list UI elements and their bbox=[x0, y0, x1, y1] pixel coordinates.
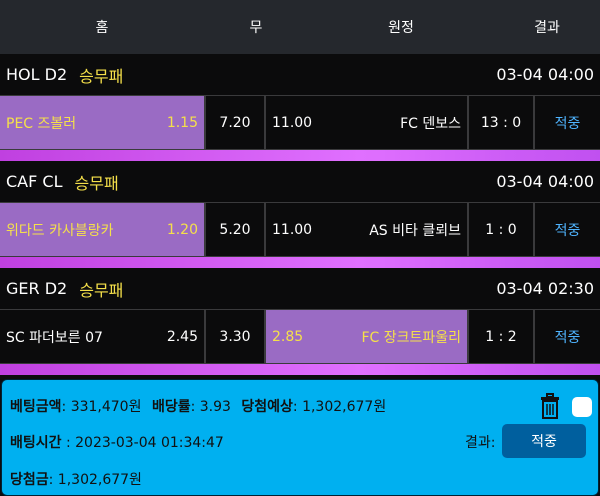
away-team: FC 덴보스 bbox=[400, 115, 461, 132]
draw-odds: 7.20 bbox=[219, 114, 251, 131]
bet-type: 승무패 bbox=[74, 173, 119, 193]
divider bbox=[0, 364, 600, 375]
score-text: 1 : 0 bbox=[485, 221, 517, 238]
time-value: : 2023-03-04 01:34:47 bbox=[61, 435, 224, 451]
home-team: SC 파더보른 07 bbox=[6, 329, 103, 346]
match-time: 03-04 04:00 bbox=[496, 65, 594, 84]
draw-odds-cell[interactable]: 5.20 bbox=[206, 203, 264, 256]
league-row: CAF CL 승무패 03-04 04:00 bbox=[0, 161, 600, 202]
home-team: PEC 즈볼러 bbox=[6, 115, 77, 132]
away-team: AS 비타 클뢰브 bbox=[369, 222, 461, 239]
col-draw: 무 bbox=[249, 20, 263, 36]
rate-value: : 3.93 bbox=[190, 399, 231, 415]
score: 1 : 0 bbox=[469, 203, 533, 256]
col-home: 홈 bbox=[95, 20, 109, 36]
draw-odds-cell[interactable]: 3.30 bbox=[206, 310, 264, 363]
away-odds: 2.85 bbox=[272, 328, 304, 345]
result-button[interactable]: 적중 bbox=[502, 424, 586, 458]
bet-type: 승무패 bbox=[79, 66, 124, 86]
col-result: 결과 bbox=[534, 20, 560, 36]
select-checkbox[interactable] bbox=[572, 397, 592, 417]
league-name: CAF CL bbox=[6, 172, 63, 191]
bet-value: : 331,470원 bbox=[61, 399, 142, 415]
away-odds-cell[interactable]: 11.00 FC 덴보스 bbox=[266, 96, 467, 149]
home-odds-cell[interactable]: SC 파더보른 07 2.45 bbox=[0, 310, 204, 363]
win-value: : 1,302,677원 bbox=[48, 472, 142, 488]
divider bbox=[0, 257, 600, 268]
home-odds-cell[interactable]: PEC 즈볼러 1.15 bbox=[0, 96, 204, 149]
home-odds: 2.45 bbox=[166, 328, 198, 345]
home-odds: 1.15 bbox=[166, 114, 198, 131]
draw-odds-cell[interactable]: 7.20 bbox=[206, 96, 264, 149]
match-result: 적중 bbox=[535, 310, 600, 363]
league-name: GER D2 bbox=[6, 279, 68, 298]
odds-row: SC 파더보른 07 2.45 3.30 2.85 FC 장크트파울리 1 : 2 … bbox=[0, 309, 600, 364]
league-name: HOL D2 bbox=[6, 65, 68, 84]
home-odds: 1.20 bbox=[166, 221, 198, 238]
odds-row: 위다드 카사블랑카 1.20 5.20 11.00 AS 비타 클뢰브 1 : 0 … bbox=[0, 202, 600, 257]
expected-value: : 1,302,677원 bbox=[292, 399, 387, 415]
result-text: 적중 bbox=[554, 115, 581, 132]
win-label: 당첨금 bbox=[10, 472, 49, 488]
match-time: 03-04 02:30 bbox=[496, 279, 594, 298]
result-text: 적중 bbox=[554, 222, 581, 239]
time-label: 배팅시간 bbox=[10, 435, 62, 451]
match-time: 03-04 04:00 bbox=[496, 172, 594, 191]
bet-type: 승무패 bbox=[79, 280, 124, 300]
match-result: 적중 bbox=[535, 203, 600, 256]
home-odds-cell[interactable]: 위다드 카사블랑카 1.20 bbox=[0, 203, 204, 256]
column-header: 홈 무 원정 결과 bbox=[0, 0, 600, 54]
league-row: HOL D2 승무패 03-04 04:00 bbox=[0, 54, 600, 95]
league-row: GER D2 승무패 03-04 02:30 bbox=[0, 268, 600, 309]
draw-odds: 3.30 bbox=[219, 328, 251, 345]
away-odds-cell[interactable]: 11.00 AS 비타 클뢰브 bbox=[266, 203, 467, 256]
col-away: 원정 bbox=[388, 20, 414, 36]
away-odds: 11.00 bbox=[272, 114, 313, 131]
away-odds-cell[interactable]: 2.85 FC 장크트파울리 bbox=[266, 310, 467, 363]
summary-line-3: 당첨금: 1,302,677원 bbox=[10, 469, 142, 489]
draw-odds: 5.20 bbox=[219, 221, 251, 238]
bet-label: 베팅금액 bbox=[10, 399, 62, 415]
bet-summary: 베팅금액: 331,470원 배당률: 3.93 당첨예상: 1,302,677… bbox=[1, 379, 599, 496]
away-team: FC 장크트파울리 bbox=[361, 329, 461, 346]
divider bbox=[0, 150, 600, 161]
summary-line-1: 베팅금액: 331,470원 배당률: 3.93 당첨예상: 1,302,677… bbox=[10, 396, 386, 416]
trash-icon[interactable] bbox=[540, 393, 560, 419]
score: 1 : 2 bbox=[469, 310, 533, 363]
rate-label: 배당률 bbox=[151, 399, 191, 415]
result-text: 적중 bbox=[554, 329, 581, 346]
away-odds: 11.00 bbox=[272, 221, 313, 238]
odds-row: PEC 즈볼러 1.15 7.20 11.00 FC 덴보스 13 : 0 적중 bbox=[0, 95, 600, 150]
summary-line-2: 배팅시간 : 2023-03-04 01:34:47 bbox=[10, 432, 224, 452]
result-label: 결과: bbox=[465, 435, 496, 451]
score: 13 : 0 bbox=[469, 96, 533, 149]
home-team: 위다드 카사블랑카 bbox=[6, 222, 114, 239]
score-text: 13 : 0 bbox=[480, 114, 522, 131]
expected-label: 당첨예상 bbox=[241, 399, 293, 415]
match-result: 적중 bbox=[535, 96, 600, 149]
score-text: 1 : 2 bbox=[485, 328, 517, 345]
